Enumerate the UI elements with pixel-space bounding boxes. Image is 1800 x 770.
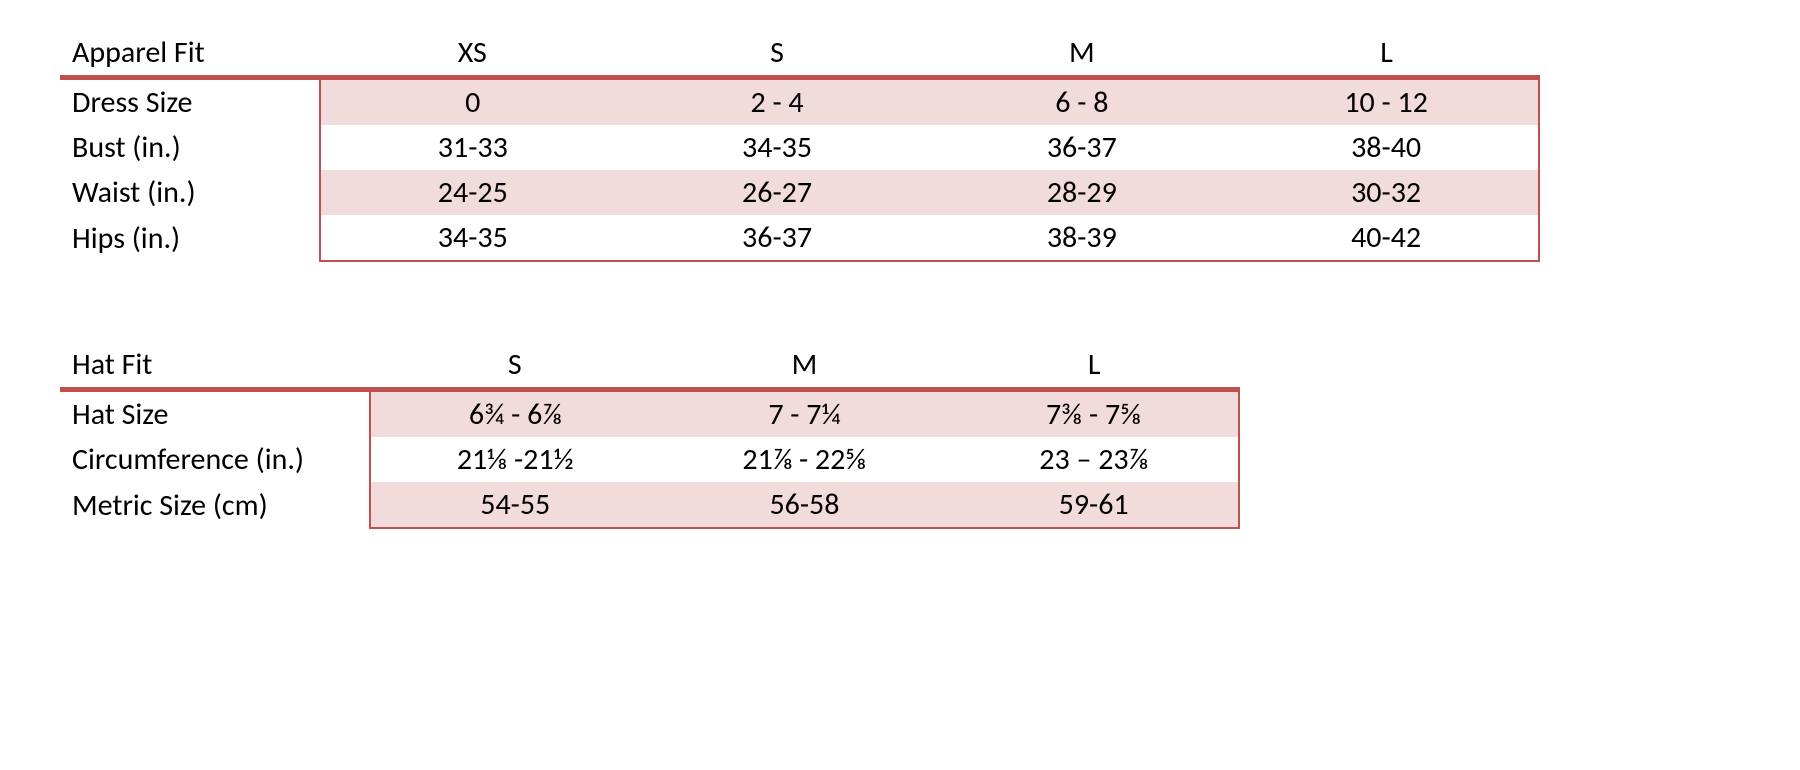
- cell: 38-40: [1234, 125, 1539, 170]
- hat-size-s: S: [370, 342, 660, 390]
- row-label: Hips (in.): [60, 215, 320, 261]
- hat-fit-table: Hat Fit S M L Hat Size 6¾ - 6⅞ 7 - 7¼ 7⅜…: [60, 342, 1240, 529]
- cell: 6 - 8: [929, 78, 1234, 126]
- apparel-size-l: L: [1234, 30, 1539, 78]
- cell: 10 - 12: [1234, 78, 1539, 126]
- cell: 21⅞ - 22⅝: [660, 437, 950, 482]
- apparel-size-s: S: [625, 30, 930, 78]
- cell: 6¾ - 6⅞: [370, 390, 660, 438]
- hat-size-l: L: [949, 342, 1239, 390]
- cell: 21⅛ -21½: [370, 437, 660, 482]
- cell: 2 - 4: [625, 78, 930, 126]
- cell: 30-32: [1234, 170, 1539, 215]
- cell: 24-25: [320, 170, 625, 215]
- apparel-row-waist: Waist (in.) 24-25 26-27 28-29 30-32: [60, 170, 1539, 215]
- cell: 7 - 7¼: [660, 390, 950, 438]
- row-label: Dress Size: [60, 78, 320, 126]
- cell: 31-33: [320, 125, 625, 170]
- apparel-row-dress-size: Dress Size 0 2 - 4 6 - 8 10 - 12: [60, 78, 1539, 126]
- apparel-header-row: Apparel Fit XS S M L: [60, 30, 1539, 78]
- apparel-size-xs: XS: [320, 30, 625, 78]
- row-label: Waist (in.): [60, 170, 320, 215]
- hat-row-hat-size: Hat Size 6¾ - 6⅞ 7 - 7¼ 7⅜ - 7⅝: [60, 390, 1239, 438]
- cell: 34-35: [320, 215, 625, 261]
- cell: 36-37: [929, 125, 1234, 170]
- hat-size-m: M: [660, 342, 950, 390]
- apparel-row-bust: Bust (in.) 31-33 34-35 36-37 38-40: [60, 125, 1539, 170]
- cell: 28-29: [929, 170, 1234, 215]
- cell: 23 – 23⅞: [949, 437, 1239, 482]
- cell: 34-35: [625, 125, 930, 170]
- cell: 38-39: [929, 215, 1234, 261]
- row-label: Bust (in.): [60, 125, 320, 170]
- page: Apparel Fit XS S M L Dress Size 0 2 - 4 …: [0, 0, 1800, 559]
- hat-row-circumference: Circumference (in.) 21⅛ -21½ 21⅞ - 22⅝ 2…: [60, 437, 1239, 482]
- row-label: Metric Size (cm): [60, 482, 370, 528]
- row-label: Hat Size: [60, 390, 370, 438]
- apparel-title: Apparel Fit: [60, 30, 320, 78]
- cell: 40-42: [1234, 215, 1539, 261]
- cell: 56-58: [660, 482, 950, 528]
- cell: 26-27: [625, 170, 930, 215]
- cell: 36-37: [625, 215, 930, 261]
- hat-row-metric: Metric Size (cm) 54-55 56-58 59-61: [60, 482, 1239, 528]
- apparel-row-hips: Hips (in.) 34-35 36-37 38-39 40-42: [60, 215, 1539, 261]
- cell: 54-55: [370, 482, 660, 528]
- apparel-fit-table: Apparel Fit XS S M L Dress Size 0 2 - 4 …: [60, 30, 1540, 262]
- cell: 0: [320, 78, 625, 126]
- hat-header-row: Hat Fit S M L: [60, 342, 1239, 390]
- apparel-size-m: M: [929, 30, 1234, 78]
- cell: 59-61: [949, 482, 1239, 528]
- hat-title: Hat Fit: [60, 342, 370, 390]
- row-label: Circumference (in.): [60, 437, 370, 482]
- cell: 7⅜ - 7⅝: [949, 390, 1239, 438]
